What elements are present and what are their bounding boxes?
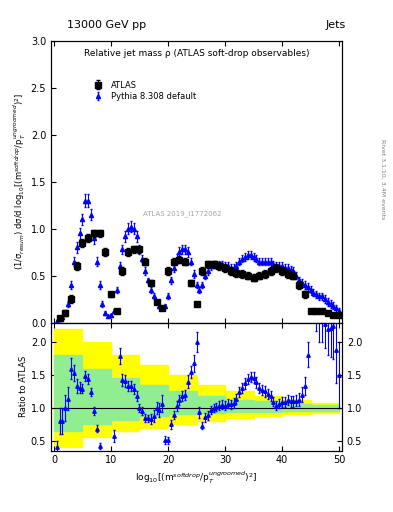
Text: Rivet 3.1.10, 3.4M events: Rivet 3.1.10, 3.4M events xyxy=(381,139,386,219)
Legend: ATLAS, Pythia 8.308 default: ATLAS, Pythia 8.308 default xyxy=(90,79,198,103)
Y-axis label: (1/σ$_{resum}$) dσ/d log$_{10}$[(m$^{soft drop}$/p$_T^{ungroomed}$)$^2$]: (1/σ$_{resum}$) dσ/d log$_{10}$[(m$^{sof… xyxy=(12,93,28,270)
Y-axis label: Ratio to ATLAS: Ratio to ATLAS xyxy=(19,356,28,417)
Text: Jets: Jets xyxy=(325,20,346,30)
Text: 13000 GeV pp: 13000 GeV pp xyxy=(67,20,146,30)
Text: ATLAS 2019_I1772062: ATLAS 2019_I1772062 xyxy=(143,210,221,217)
X-axis label: log$_{10}$[(m$^{soft drop}$/p$_T^{ungroomed}$)$^2$]: log$_{10}$[(m$^{soft drop}$/p$_T^{ungroo… xyxy=(135,470,258,486)
Text: Relative jet mass ρ (ATLAS soft-drop observables): Relative jet mass ρ (ATLAS soft-drop obs… xyxy=(84,50,309,58)
